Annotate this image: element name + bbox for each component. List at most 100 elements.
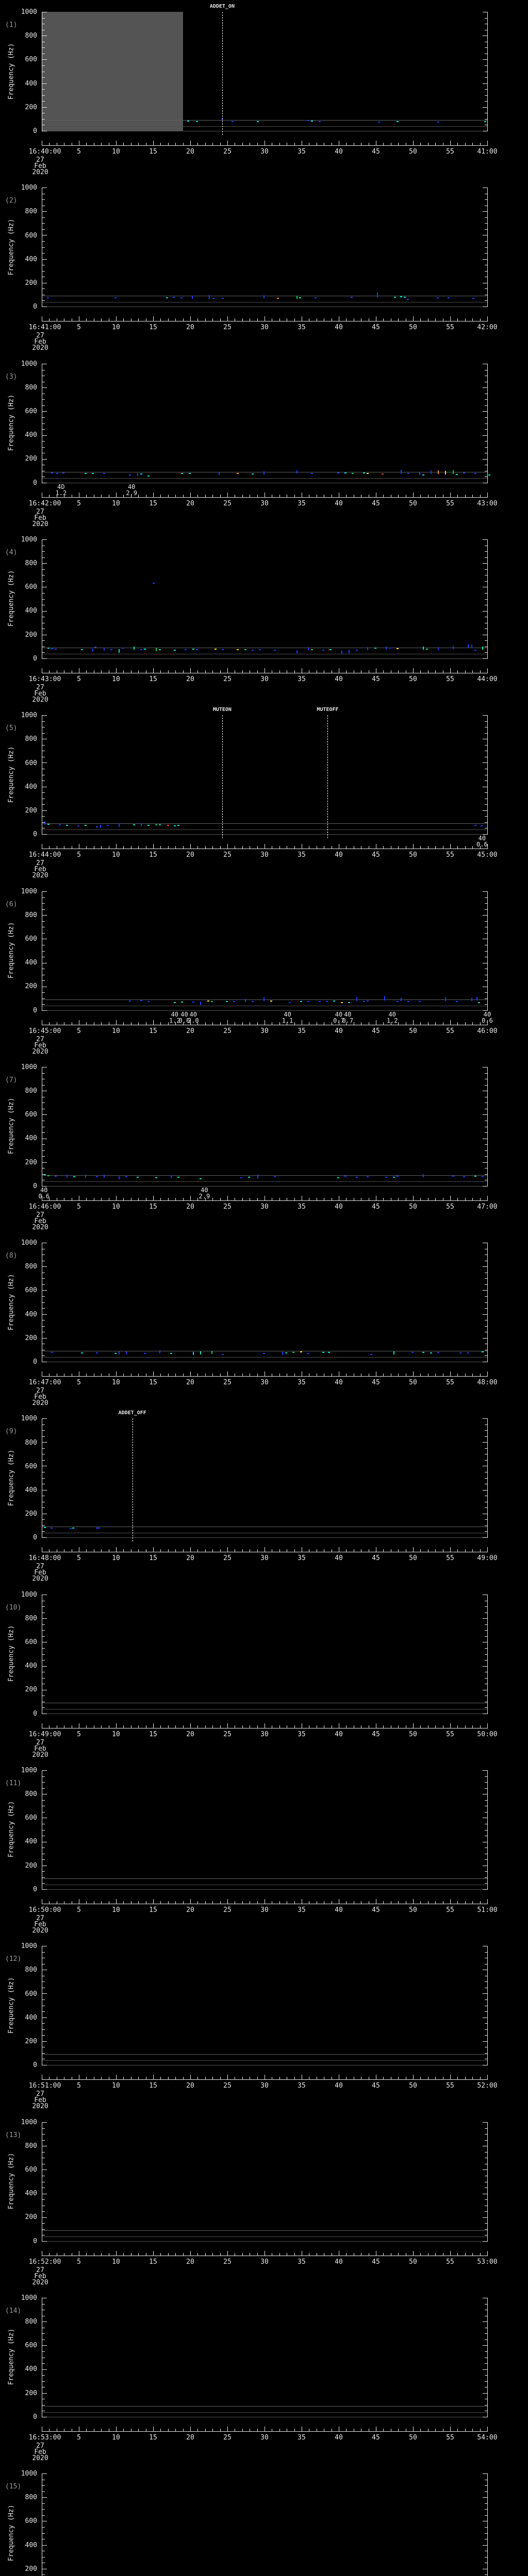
y-tick [485, 804, 487, 805]
x-tick [227, 1195, 228, 1200]
y-tick-label: 1000 [21, 360, 37, 368]
x-tick [294, 1901, 295, 1904]
y-tick [42, 1296, 45, 1297]
date-line: 2020 [32, 1926, 48, 1935]
detection-mark [133, 824, 135, 825]
x-tick-label: 10 [112, 1027, 120, 1035]
panel-2: 0 200 400 600 800 1000 Frequency (Hz) (2) 16:41:… [0, 176, 528, 351]
y-tick [483, 2041, 487, 2042]
detection-mark [118, 1351, 120, 1355]
date-line: 27 [36, 507, 44, 516]
x-tick [197, 2428, 198, 2431]
x-tick [153, 2250, 154, 2256]
x-tick-label: 15 [149, 2082, 157, 2090]
detection-mark [212, 298, 214, 299]
detection-mark [200, 1178, 202, 1179]
y-tick-label: 400 [25, 783, 37, 791]
detection-mark [333, 1001, 336, 1002]
x-tick [183, 1549, 184, 1552]
x-tick-label: 30 [260, 499, 269, 507]
reference-line-90hz [42, 1878, 487, 1879]
y-tick [42, 599, 45, 600]
y-tick-label: 400 [25, 1838, 37, 1846]
x-tick [205, 143, 206, 145]
x-tick [86, 143, 87, 145]
y-tick-label: 1000 [21, 1766, 37, 1774]
y-tick [483, 1114, 487, 1115]
y-tick [42, 2053, 45, 2054]
y-axis-right [487, 2297, 488, 2417]
y-tick [485, 1859, 487, 1860]
x-tick [257, 2077, 258, 2080]
y-tick [42, 1150, 45, 1151]
x-tick [487, 844, 488, 849]
x-tick [153, 1547, 154, 1552]
x-tick [487, 1371, 488, 1377]
y-tick [485, 2229, 487, 2230]
y-tick-label: 0 [33, 831, 37, 839]
x-tick [190, 2426, 191, 2431]
detection-mark [341, 651, 342, 654]
x-tick-label: 20 [186, 1379, 194, 1387]
x-tick-label: 55 [446, 675, 454, 683]
y-tick [42, 259, 47, 260]
event-marker-value: 2.9 [199, 1192, 210, 1200]
y-tick [42, 247, 45, 248]
detection-mark [367, 647, 369, 651]
x-tick-label: 25 [223, 1906, 232, 1914]
x-tick [487, 141, 488, 145]
y-tick [42, 271, 45, 272]
y-tick-label: 1000 [21, 2470, 37, 2478]
detection-mark [452, 646, 454, 649]
x-tick-label: 10 [112, 1554, 120, 1563]
x-tick-label: 40 [335, 1027, 343, 1035]
x-tick [123, 318, 124, 321]
x-tick [160, 1901, 161, 1904]
detection-mark [70, 1528, 72, 1529]
x-tick-label: 10 [112, 2433, 120, 2442]
x-tick [138, 1197, 139, 1200]
x-tick [457, 2428, 458, 2431]
x-tick [220, 1901, 221, 1904]
y-axis-title: Frequency (Hz) [7, 43, 15, 99]
x-tick-label: 5 [77, 2433, 81, 2442]
y-tick-label: 400 [25, 255, 37, 263]
x-tick-label: 5 [77, 1906, 81, 1914]
date-line: Feb [34, 2272, 46, 2280]
detection-mark [50, 1527, 53, 1529]
x-tick [101, 670, 102, 673]
y-tick [485, 551, 487, 552]
annotation-line-addet_on [222, 12, 223, 135]
y-tick-label: 200 [25, 1686, 37, 1694]
detection-mark [263, 471, 265, 475]
x-tick [49, 1022, 50, 1025]
detection-mark [348, 1002, 351, 1003]
y-tick [483, 411, 487, 412]
x-start-time-label: 16:50:00 [28, 1906, 61, 1914]
y-tick [42, 18, 45, 19]
x-tick-label: 45 [372, 675, 380, 683]
detection-mark [296, 650, 298, 654]
x-tick-label: 20 [186, 1202, 194, 1211]
y-tick [485, 1156, 487, 1157]
y-tick [42, 1993, 47, 1994]
y-tick [485, 1788, 487, 1789]
date-line: 27 [36, 1387, 44, 1395]
x-tick [472, 494, 473, 497]
y-tick [42, 89, 45, 90]
x-tick [123, 2077, 124, 2080]
y-tick [483, 1770, 487, 1771]
detection-mark [263, 295, 265, 299]
date-line: 27 [36, 156, 44, 164]
x-tick-label: 30 [260, 1554, 269, 1563]
detection-mark [252, 649, 254, 651]
x-tick [116, 1195, 117, 1200]
x-tick-label: 35 [298, 2082, 306, 2090]
detection-mark [103, 472, 105, 474]
x-tick [205, 2252, 206, 2256]
date-line: Feb [34, 338, 46, 346]
y-tick [483, 2393, 487, 2394]
y-tick [42, 1776, 45, 1777]
x-tick [450, 316, 451, 321]
x-tick [480, 1197, 481, 1200]
